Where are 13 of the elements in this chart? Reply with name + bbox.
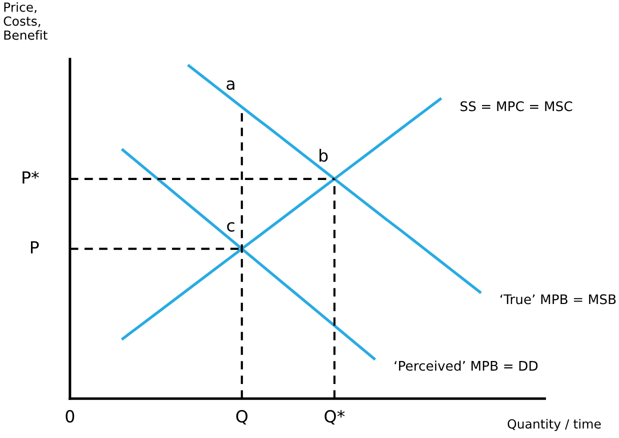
x-axis-title: Quantity / time	[508, 418, 601, 432]
series-label: ‘True’ MPB = MSB	[500, 294, 616, 304]
annotation: a	[226, 80, 234, 90]
series-label: SS = MPC = MSC	[460, 101, 572, 112]
x-tick-label: 0	[66, 410, 74, 423]
text: P*	[22, 171, 39, 184]
annotation: c	[227, 222, 234, 232]
text: P	[30, 241, 39, 254]
annotation: b	[320, 148, 328, 162]
x-tick-label: Q*	[324, 410, 345, 425]
y-axis-title: Price, Costs, Benefit	[4, 2, 48, 40]
x-tick-label: Q	[236, 410, 248, 425]
series-label: ‘Perceived’ MPB = DD	[394, 360, 538, 371]
